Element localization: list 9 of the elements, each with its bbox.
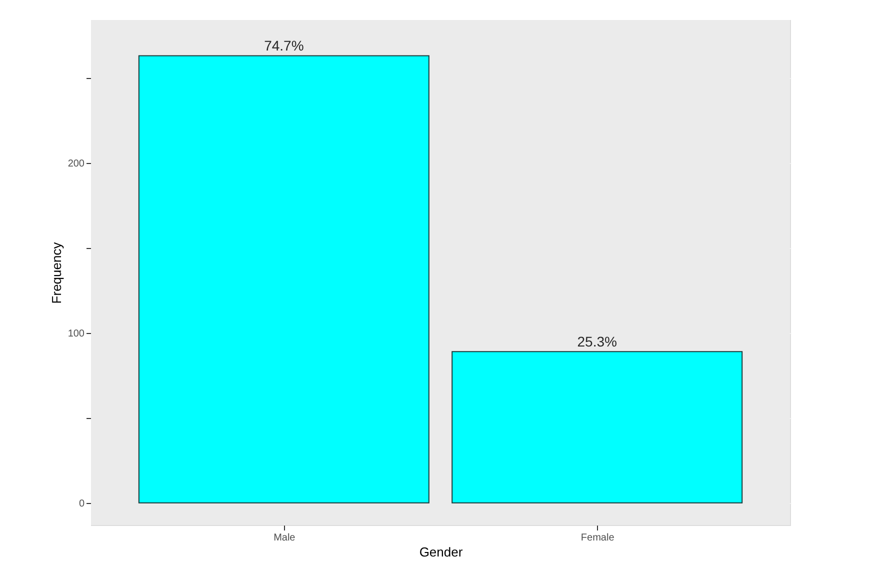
y-tick-label: 0: [78, 498, 85, 510]
x-axis-title: Gender: [419, 544, 464, 560]
annotation: 25.3%: [577, 334, 617, 350]
y-axis-title: Frequency: [48, 242, 64, 304]
y-tick-label: 200: [68, 158, 85, 170]
y-tick-label: 100: [68, 328, 85, 340]
x-tick-label: Male: [274, 532, 296, 544]
annotation: 74.7%: [264, 38, 304, 54]
x-tick-label: Female: [580, 532, 615, 544]
